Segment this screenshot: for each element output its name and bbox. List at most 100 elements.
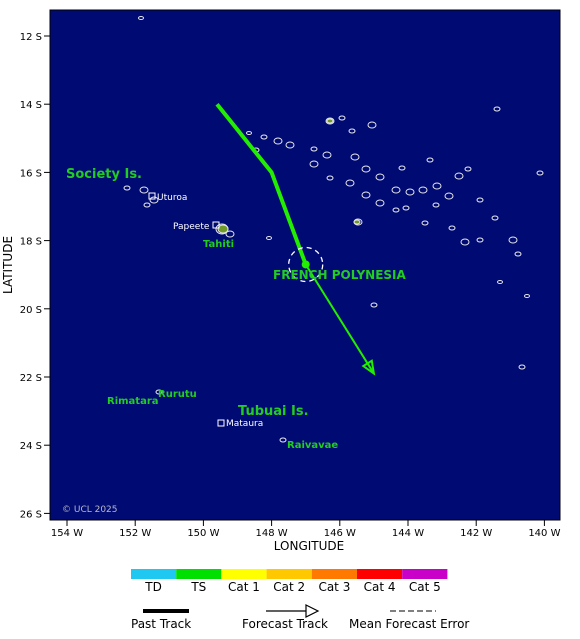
lat-tick-label: 18 S — [20, 237, 42, 248]
lat-tick-label: 26 S — [20, 509, 42, 520]
island-outline — [524, 294, 530, 298]
island-outline — [426, 157, 434, 163]
legend-label-cat-4: Cat 4 — [364, 580, 396, 594]
legend-swatch-ts — [176, 569, 222, 579]
copyright-text: © UCL 2025 — [62, 505, 118, 515]
island-outline — [310, 146, 318, 152]
island-outline — [392, 207, 400, 213]
island-outline — [266, 236, 272, 240]
island-outline — [322, 151, 332, 159]
forecast-arrowhead — [361, 359, 376, 376]
island-outline — [155, 389, 163, 395]
past-track-line — [215, 102, 308, 266]
legend-swatch-td — [131, 569, 177, 579]
island-outline — [375, 199, 385, 207]
legend-mean-error-label: Mean Forecast Error — [349, 617, 469, 631]
lon-tick-label: 146 W — [324, 528, 356, 539]
y-axis-title: LATITUDE — [1, 236, 15, 294]
legend-swatch-cat-4 — [357, 569, 403, 579]
latitude-axis: 12 S 14 S 16 S 18 S 20 S 22 S 24 S 26 S — [20, 32, 50, 520]
lon-tick-label: 142 W — [460, 528, 492, 539]
label-tahiti: Tahiti — [203, 239, 234, 250]
island-outline — [139, 186, 149, 194]
island-outline — [536, 170, 544, 176]
island-outline — [143, 202, 151, 208]
place-marker-uturoa: Uturoa — [148, 192, 187, 203]
lat-tick-label: 12 S — [20, 32, 42, 43]
island-outline — [514, 251, 522, 257]
legend-label-td: TD — [144, 580, 162, 594]
island-outline — [493, 106, 501, 112]
longitude-axis: 154 W 152 W 150 W 148 W 146 W 144 W 142 W 140 W — [51, 520, 561, 539]
mean-error-circle — [288, 246, 324, 283]
island-outline — [432, 182, 442, 190]
legend-swatch-cat-2 — [266, 569, 312, 579]
place-label-uturoa: Uturoa — [157, 193, 187, 203]
legend-past-track-label: Past Track — [131, 617, 191, 631]
legend-label-cat-1: Cat 1 — [228, 580, 260, 594]
island-outline — [326, 175, 334, 181]
legend-swatch-cat-3 — [311, 569, 357, 579]
place-label-mataura: Mataura — [226, 419, 263, 429]
island-outline — [350, 153, 360, 161]
legend-label-cat-2: Cat 2 — [273, 580, 305, 594]
island-outline — [476, 237, 484, 243]
island-outline — [309, 160, 319, 168]
place-marker-mataura: Mataura — [217, 419, 263, 429]
island-outline — [138, 16, 144, 20]
island-outline — [325, 117, 335, 125]
island-outline — [260, 134, 268, 140]
island-outline — [421, 220, 429, 226]
place-label-papeete: Papeete — [173, 222, 210, 232]
label-rurutu: Rurutu — [158, 389, 197, 400]
label-rimatara: Rimatara — [107, 396, 159, 407]
intensity-legend: TD TS Cat 1 Cat 2 Cat 3 Cat 4 Cat 5 — [131, 569, 448, 594]
forecast-track-line — [304, 263, 375, 375]
current-position-marker — [301, 260, 310, 269]
island-outline — [402, 205, 410, 211]
legend-forecast-track: Forecast Track — [242, 604, 328, 631]
legend-past-track: Past Track — [131, 609, 191, 631]
island-outline — [367, 121, 377, 129]
label-tubuai-islands: Tubuai Is. — [238, 404, 309, 419]
lon-tick-label: 150 W — [187, 528, 219, 539]
island-tahiti — [217, 224, 229, 234]
lat-tick-label: 24 S — [20, 441, 42, 452]
island-outline — [464, 166, 472, 172]
label-society-islands: Society Is. — [66, 167, 142, 182]
island-outline — [508, 236, 518, 244]
lon-tick-label: 154 W — [51, 528, 83, 539]
island-outline — [398, 165, 406, 171]
island-outline — [273, 137, 283, 145]
island-outline — [370, 302, 378, 308]
legend-swatch-cat-5 — [402, 569, 448, 579]
island-outline — [225, 230, 235, 238]
island-outline — [432, 202, 440, 208]
island-outline — [448, 225, 456, 231]
island-outline — [361, 191, 371, 199]
island-outline — [123, 185, 131, 191]
island-outline — [375, 173, 385, 181]
island-outline — [279, 437, 287, 443]
legend-label-cat-3: Cat 3 — [318, 580, 350, 594]
island-outline — [246, 131, 252, 135]
island-outline — [476, 197, 484, 203]
lat-tick-label: 16 S — [20, 168, 42, 179]
lon-tick-label: 152 W — [119, 528, 151, 539]
track-layer — [215, 102, 376, 376]
island-outline — [497, 280, 503, 284]
island-outline — [353, 219, 361, 225]
lon-tick-label: 140 W — [528, 528, 560, 539]
x-axis-title: LONGITUDE — [274, 539, 344, 553]
legend-mean-error: Mean Forecast Error — [349, 610, 469, 631]
island-outline — [348, 128, 356, 134]
islands-layer — [123, 16, 544, 443]
lat-tick-label: 22 S — [20, 373, 42, 384]
island-outline — [338, 115, 346, 121]
label-raivavae: Raivavae — [287, 440, 338, 451]
island-outline — [391, 186, 401, 194]
lon-tick-label: 148 W — [256, 528, 288, 539]
island-outline — [491, 215, 499, 221]
legend-swatch-cat-1 — [221, 569, 267, 579]
